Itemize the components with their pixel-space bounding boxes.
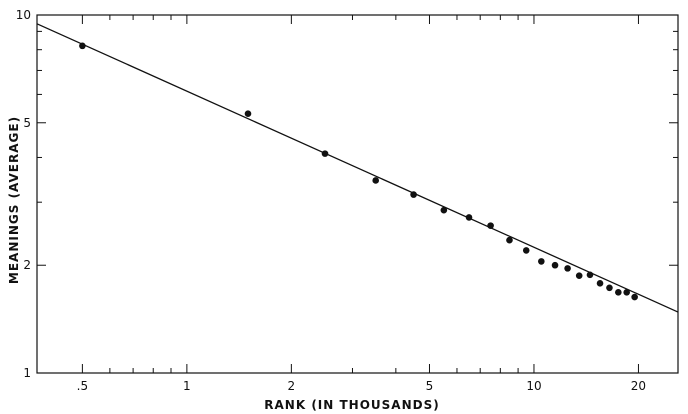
y-tick-label: 1 xyxy=(23,366,31,380)
data-points xyxy=(79,42,638,301)
data-point xyxy=(244,110,252,118)
fit-line xyxy=(36,23,679,313)
data-point xyxy=(487,222,494,229)
plot-frame xyxy=(36,14,679,374)
minor-ticks xyxy=(37,15,678,373)
x-tick-label: 5 xyxy=(426,379,434,393)
y-tick-label: 10 xyxy=(16,8,31,22)
data-point xyxy=(564,265,571,272)
data-point xyxy=(465,214,473,221)
x-tick-label: 10 xyxy=(526,379,541,393)
tick-labels: .5 1 2 5 10 20 1 2 5 10 xyxy=(16,8,646,393)
data-point xyxy=(372,177,380,184)
data-point xyxy=(410,191,417,198)
x-tick-label: .5 xyxy=(77,379,88,393)
data-point xyxy=(631,293,638,301)
data-point xyxy=(623,289,630,296)
data-point xyxy=(538,258,545,265)
x-tick-label: 20 xyxy=(631,379,646,393)
x-tick-label: 2 xyxy=(288,379,296,393)
data-point xyxy=(522,247,530,254)
data-point xyxy=(551,261,559,269)
y-axis-title: MEANINGS (AVERAGE) xyxy=(7,116,21,284)
data-point xyxy=(440,206,448,214)
x-tick-label: 1 xyxy=(183,379,191,393)
data-point xyxy=(586,271,594,279)
major-ticks xyxy=(37,14,678,374)
data-point xyxy=(606,284,613,292)
data-point xyxy=(321,150,329,157)
x-axis-title: RANK (IN THOUSANDS) xyxy=(264,398,439,412)
data-point xyxy=(79,42,86,50)
data-point xyxy=(615,289,622,296)
data-point xyxy=(506,236,513,244)
data-point xyxy=(596,280,604,287)
y-tick-label: 2 xyxy=(23,258,31,272)
data-point xyxy=(575,272,583,279)
y-tick-label: 5 xyxy=(23,116,31,130)
